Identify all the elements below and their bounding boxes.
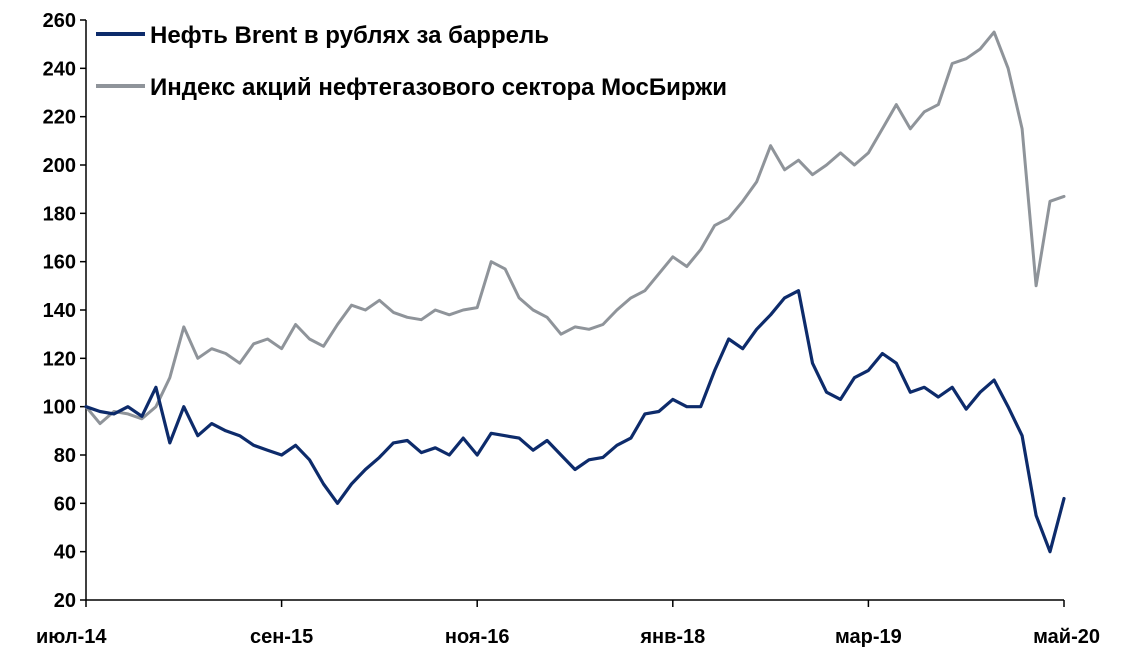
legend-item-brent: Нефть Brent в рублях за баррель [96,22,549,49]
y-tick-label: 60 [54,493,76,515]
y-axis-ticks: 20 40 60 80 100 120 140 160 180 200 220 240 260 [43,10,86,612]
y-tick-label: 160 [43,252,76,274]
legend-label-brent: Нефть Brent в рублях за баррель [150,22,549,49]
y-tick-label: 220 [43,107,76,129]
y-tick-label: 240 [43,58,76,80]
x-tick-label: мар-19 [835,626,902,648]
x-tick-label: май-20 [1033,626,1100,648]
y-tick-label: 120 [43,348,76,370]
legend: Нефть Brent в рублях за баррель Индекс а… [96,22,727,101]
y-tick-label: 260 [43,10,76,32]
y-tick-label: 200 [43,155,76,177]
y-tick-label: 100 [43,397,76,419]
y-tick-label: 20 [54,590,76,612]
y-tick-label: 40 [54,542,76,564]
x-axis-ticks: июл-14 сен-15 ноя-16 янв-18 мар-19 май-20 [36,600,1100,648]
y-tick-label: 80 [54,445,76,467]
x-tick-label: ноя-16 [445,626,510,648]
legend-item-moex-oil-gas: Индекс акций нефтегазового сектора МосБи… [96,74,727,101]
axes [85,20,1064,601]
series-layer [84,30,1066,554]
x-tick-label: сен-15 [250,626,313,648]
legend-label-moex-oil-gas: Индекс акций нефтегазового сектора МосБи… [150,74,727,101]
series-line-brent [84,289,1066,554]
y-tick-label: 140 [43,300,76,322]
x-tick-label: июл-14 [36,626,107,648]
series-line-moex-oil-gas [84,30,1066,426]
x-tick-label: янв-18 [639,626,705,648]
y-tick-label: 180 [43,203,76,225]
